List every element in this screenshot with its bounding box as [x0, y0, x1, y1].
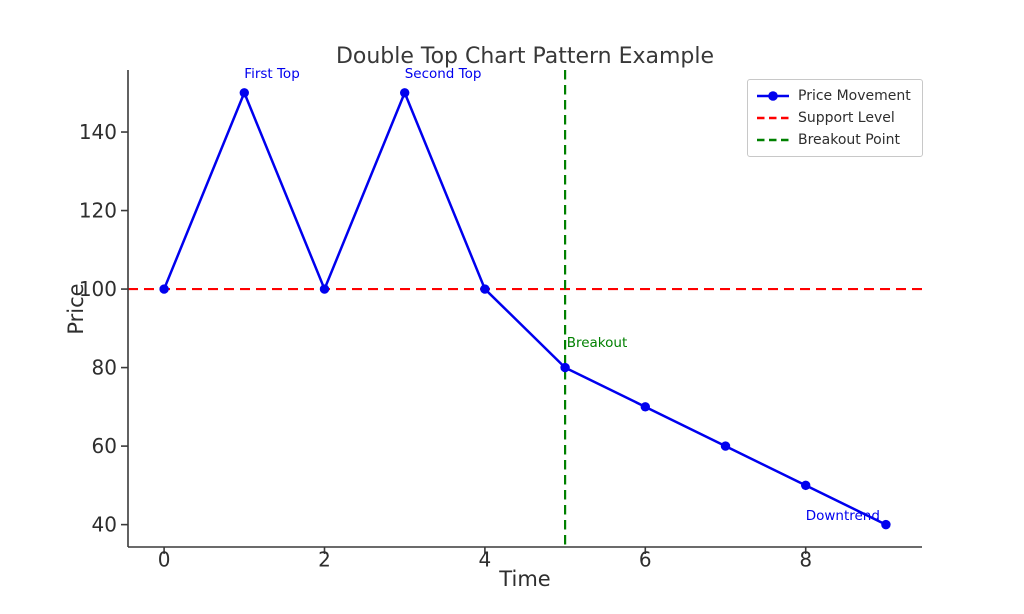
annotation-breakout: Breakout — [566, 334, 628, 351]
x-tick-label: 2 — [318, 548, 331, 572]
price-point-marker — [801, 480, 811, 491]
legend-entry-price-movement: Price Movement — [756, 86, 914, 106]
price-point-marker — [480, 284, 490, 294]
price-point-marker — [399, 88, 410, 98]
price-point-marker — [881, 519, 891, 530]
legend-entry-support-level: Support Level — [756, 108, 914, 128]
x-tick-label: 6 — [639, 548, 652, 572]
x-tick-label: 8 — [799, 548, 812, 572]
price-movement-line — [162, 91, 887, 526]
legend-sample-dashed-red-icon — [757, 116, 789, 120]
x-tick-label: 0 — [158, 548, 171, 572]
legend-sample-dashed-green-icon — [757, 138, 789, 142]
chart-title: Double Top Chart Pattern Example — [335, 44, 715, 69]
y-tick-label: 60 — [92, 434, 117, 458]
price-point-marker — [239, 88, 249, 98]
y-tick-label: 120 — [79, 199, 117, 223]
legend-sample-line-marker-icon — [757, 91, 789, 101]
price-point-marker — [720, 441, 731, 451]
legend-entry-breakout-point: Breakout Point — [756, 130, 914, 150]
price-point-marker — [640, 402, 651, 412]
legend-label: Breakout Point — [798, 132, 900, 148]
y-tick-label: 100 — [79, 277, 117, 301]
price-point-marker — [319, 284, 330, 294]
legend-label: Price Movement — [798, 88, 911, 104]
x-tick-label: 4 — [479, 548, 492, 572]
legend-label: Support Level — [798, 110, 895, 126]
y-tick-label: 40 — [92, 513, 117, 537]
annotation-first-top: First Top — [244, 65, 300, 82]
y-tick-label: 140 — [79, 120, 117, 144]
price-point-marker — [159, 284, 169, 294]
annotation-second-top: Second Top — [404, 65, 482, 82]
price-point-marker — [560, 362, 570, 373]
y-tick-label: 80 — [92, 356, 117, 380]
legend: Price Movement Support Level Breakout Po… — [747, 79, 923, 157]
annotation-downtrend: Downtrend — [805, 507, 880, 524]
x-axis-label: Time — [499, 567, 551, 591]
y-axis-label: Price — [64, 283, 88, 335]
